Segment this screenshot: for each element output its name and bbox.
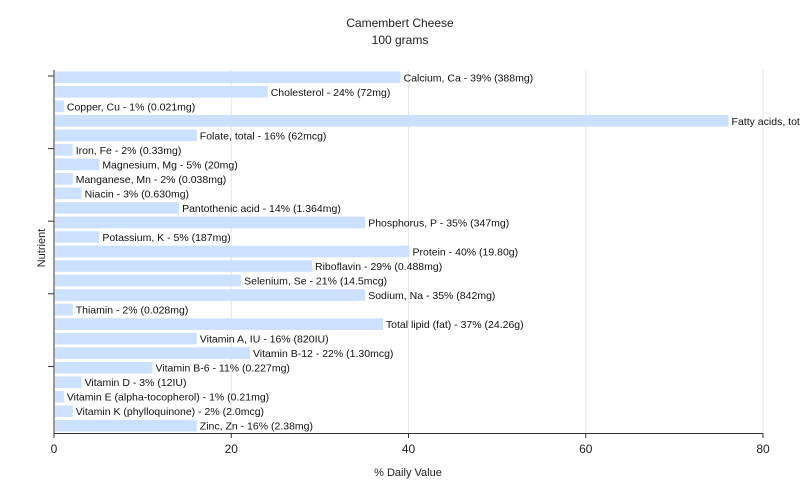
bar-22: [55, 390, 64, 403]
x-axis-label: % Daily Value: [374, 467, 442, 479]
bar-1: [55, 85, 268, 98]
bar-label-23: Vitamin K (phylloquinone) - 2% (2.0mcg): [76, 406, 264, 418]
bar-23: [55, 405, 73, 418]
bar-label-18: Vitamin A, IU - 16% (820IU): [200, 334, 329, 346]
bar-5: [55, 144, 73, 156]
bar-7: [55, 173, 73, 185]
bar-10: [55, 216, 366, 229]
bar-label-3: Fatty acids, total saturated - 76% (15.2…: [732, 116, 800, 128]
bar-6: [55, 158, 100, 171]
bar-21: [55, 376, 82, 388]
bar-label-13: Riboflavin - 29% (0.488mg): [315, 261, 442, 273]
bars: Calcium, Ca - 39% (388mg) Cholesterol - 2…: [55, 71, 800, 433]
bar-14: [55, 274, 242, 287]
bar-label-6: Magnesium, Mg - 5% (20mg): [102, 159, 237, 171]
bar-label-21: Vitamin D - 3% (12IU): [85, 377, 187, 389]
y-axis-label: Nutrient: [36, 229, 48, 268]
bar-19: [55, 347, 250, 359]
bar-label-0: Calcium, Ca - 39% (388mg): [404, 72, 534, 84]
bar-3: [55, 115, 729, 127]
x-tick-label-3: 60: [579, 442, 593, 456]
bar-17: [55, 318, 383, 330]
chart-title: Camembert Cheese: [346, 16, 454, 30]
bar-label-10: Phosphorus, P - 35% (347mg): [368, 217, 509, 229]
bar-label-8: Niacin - 3% (0.630mg): [85, 188, 189, 200]
bar-label-7: Manganese, Mn - 2% (0.038mg): [76, 174, 227, 186]
bar-label-2: Copper, Cu - 1% (0.021mg): [67, 101, 195, 113]
bar-0: [55, 71, 401, 84]
bar-label-22: Vitamin E (alpha-tocopherol) - 1% (0.21m…: [67, 392, 269, 404]
bar-4: [55, 129, 197, 142]
bar-label-14: Selenium, Se - 21% (14.5mcg): [244, 276, 387, 288]
bar-label-11: Potassium, K - 5% (187mg): [102, 232, 230, 244]
bar-label-17: Total lipid (fat) - 37% (24.26g): [386, 319, 524, 331]
bar-9: [55, 202, 180, 214]
bar-16: [55, 303, 73, 316]
bar-18: [55, 332, 197, 345]
bar-24: [55, 419, 197, 432]
bar-2: [55, 100, 64, 113]
bar-15: [55, 289, 366, 301]
bar-label-19: Vitamin B-12 - 22% (1.30mcg): [253, 348, 393, 360]
axes: 0 20 40 60 80: [48, 70, 770, 456]
bar-20: [55, 361, 153, 374]
bar-label-9: Pantothenic acid - 14% (1.364mg): [182, 203, 341, 215]
bar-label-5: Iron, Fe - 2% (0.33mg): [76, 145, 182, 157]
bar-label-4: Folate, total - 16% (62mcg): [200, 130, 327, 142]
x-tick-label-4: 80: [756, 442, 770, 456]
bar-label-1: Cholesterol - 24% (72mg): [271, 87, 391, 99]
bar-label-12: Protein - 40% (19.80g): [413, 247, 519, 259]
bar-label-20: Vitamin B-6 - 11% (0.227mg): [155, 363, 289, 375]
bar-label-24: Zinc, Zn - 16% (2.38mg): [200, 421, 313, 433]
x-tick-label-2: 40: [402, 442, 416, 456]
x-tick-label-1: 20: [225, 442, 239, 456]
bar-12: [55, 245, 410, 258]
chart-subtitle: 100 grams: [372, 33, 429, 47]
bar-label-16: Thiamin - 2% (0.028mg): [76, 305, 189, 317]
bar-8: [55, 187, 82, 200]
bar-label-15: Sodium, Na - 35% (842mg): [368, 290, 495, 302]
x-tick-label-0: 0: [51, 442, 58, 456]
bar-13: [55, 260, 313, 272]
bar-11: [55, 231, 100, 243]
